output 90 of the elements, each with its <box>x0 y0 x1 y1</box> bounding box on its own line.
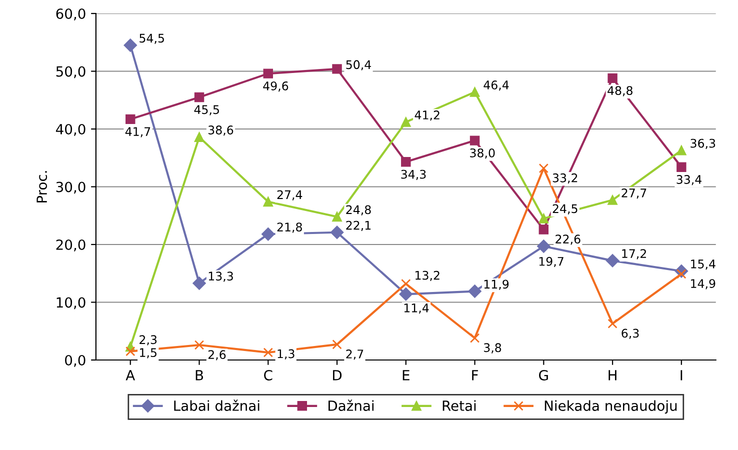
point <box>538 214 549 224</box>
point <box>194 92 204 102</box>
y-tick-label: 0,0 <box>65 354 86 367</box>
point <box>332 340 342 350</box>
y-tick-label: 10,0 <box>56 297 86 310</box>
x-tick-label: E <box>402 370 410 380</box>
x-tick-label: F <box>472 370 478 380</box>
data-label: 2,7 <box>346 350 364 360</box>
data-label: 22,1 <box>346 220 371 231</box>
point <box>194 132 204 142</box>
y-tick-label: 20,0 <box>56 239 86 252</box>
data-label: 34,3 <box>401 170 426 180</box>
y-tick-label: 50,0 <box>56 66 86 78</box>
data-label: 45,5 <box>194 105 219 116</box>
point <box>332 64 342 74</box>
point <box>126 114 136 124</box>
data-label: 19,7 <box>539 256 564 268</box>
data-label: 49,6 <box>263 81 288 92</box>
data-label: 13,2 <box>416 270 440 281</box>
point <box>468 284 482 298</box>
data-label: 48,8 <box>608 86 632 96</box>
data-label: 14,9 <box>691 279 716 290</box>
point <box>263 68 273 78</box>
data-label: 36,3 <box>690 138 716 149</box>
data-label: 27,4 <box>277 190 302 200</box>
data-label: 24,5 <box>552 204 578 214</box>
point <box>470 136 480 146</box>
x-tick-label: B <box>196 370 204 380</box>
point <box>606 254 620 268</box>
data-label: 27,7 <box>622 188 646 199</box>
point <box>192 276 206 290</box>
data-label: 11,9 <box>484 280 509 290</box>
point <box>263 348 273 358</box>
data-label: 41,7 <box>125 127 150 138</box>
data-label: 46,4 <box>484 80 509 91</box>
point <box>537 240 550 253</box>
legend-label: Dažnai <box>328 400 374 411</box>
point <box>676 146 686 156</box>
point <box>399 288 412 301</box>
point <box>330 226 344 239</box>
point <box>470 333 480 343</box>
x-tick-label: A <box>126 370 136 380</box>
point <box>332 212 342 222</box>
data-label: 22,6 <box>556 234 580 245</box>
data-label: 6,3 <box>622 328 639 339</box>
y-tick-label: 30,0 <box>56 182 86 194</box>
legend-label: Retai <box>442 400 476 411</box>
point <box>676 162 686 172</box>
point <box>538 224 549 234</box>
data-label: 11,4 <box>404 304 429 314</box>
data-label: 15,4 <box>691 260 716 270</box>
point <box>401 157 411 167</box>
data-label: 21,8 <box>277 222 302 233</box>
point <box>608 195 618 205</box>
legend-label: Niekada nenaudoju <box>544 400 677 414</box>
y-tick-label: 40,0 <box>56 124 86 136</box>
x-tick-label: H <box>608 370 616 380</box>
data-label: 3,8 <box>484 343 502 354</box>
point <box>194 340 204 350</box>
data-label: 38,0 <box>470 148 495 159</box>
data-label: 2,3 <box>140 335 157 346</box>
legend-label: Labai dažnai <box>174 400 260 411</box>
data-label: 13,3 <box>208 272 233 282</box>
data-label: 33,4 <box>676 175 702 186</box>
point <box>538 163 549 174</box>
x-tick-label: I <box>680 370 682 380</box>
data-label: 50,4 <box>346 60 371 70</box>
point <box>608 318 618 328</box>
data-label: 1,3 <box>278 349 294 360</box>
point <box>126 346 136 356</box>
y-axis-title: Proc. <box>36 171 48 202</box>
data-label: 17,2 <box>622 249 646 260</box>
x-tick-label: D <box>333 370 342 380</box>
point <box>608 73 618 84</box>
point <box>401 117 411 127</box>
x-tick-label: G <box>539 370 548 380</box>
x-tick-label: C <box>264 370 272 380</box>
data-label: 33,2 <box>552 173 578 184</box>
data-label: 54,5 <box>140 34 164 44</box>
data-label: 41,2 <box>414 110 440 121</box>
point <box>124 38 137 52</box>
y-tick-label: 60,0 <box>56 8 86 20</box>
point <box>262 228 275 241</box>
point <box>263 196 273 207</box>
data-label: 38,6 <box>208 126 234 136</box>
data-label: 24,8 <box>346 205 371 216</box>
point <box>401 278 411 289</box>
data-label: 2,6 <box>208 350 226 360</box>
point <box>470 87 480 97</box>
data-label: 1,5 <box>140 348 156 358</box>
